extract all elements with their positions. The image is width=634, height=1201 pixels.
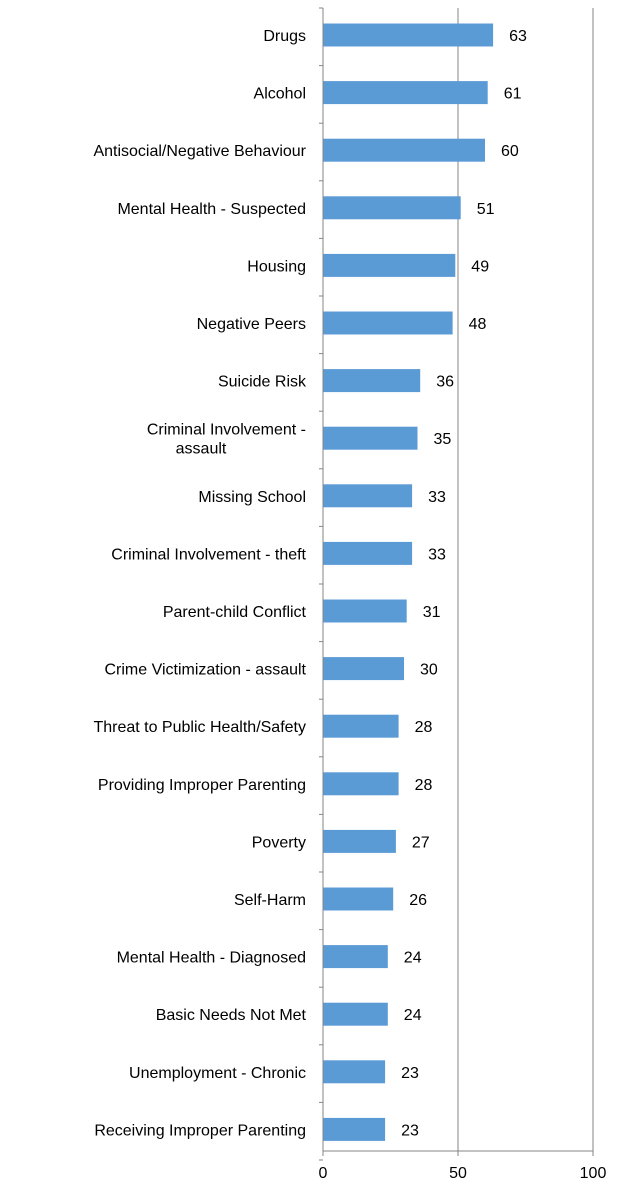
data-label: 60 <box>501 143 519 160</box>
bar <box>323 887 394 911</box>
category-label: Basic Needs Not Met <box>156 1007 307 1024</box>
data-label: 28 <box>415 719 433 736</box>
bar <box>323 829 396 853</box>
data-label: 33 <box>428 546 446 563</box>
bar <box>323 369 421 393</box>
category-label: Self-Harm <box>234 892 306 909</box>
data-label: 63 <box>509 28 527 45</box>
category-label-line: assault <box>176 441 227 458</box>
category-label: Mental Health - Suspected <box>117 201 306 218</box>
data-label: 27 <box>412 834 430 851</box>
bar <box>323 714 399 738</box>
category-label: Negative Peers <box>197 316 306 333</box>
data-label: 24 <box>404 1007 422 1024</box>
bar <box>323 657 404 681</box>
data-label: 51 <box>477 201 495 218</box>
category-label: Suicide Risk <box>218 374 307 391</box>
data-label: 49 <box>471 258 489 275</box>
x-tick-labels: 0 50 100 <box>319 1165 607 1182</box>
data-label: 24 <box>404 950 422 967</box>
category-label: Receiving Improper Parenting <box>94 1122 306 1139</box>
data-label: 33 <box>428 489 446 506</box>
category-labels: Drugs Alcohol Antisocial/Negative Behaviou… <box>93 28 307 1139</box>
axes <box>319 7 594 1161</box>
category-label: Antisocial/Negative Behaviour <box>93 143 306 160</box>
category-label: Criminal Involvement - assault <box>147 422 306 458</box>
data-label: 23 <box>401 1122 419 1139</box>
data-label: 36 <box>436 374 454 391</box>
category-label: Alcohol <box>254 86 306 103</box>
gridlines <box>457 8 594 1151</box>
x-tick-label: 50 <box>449 1165 467 1182</box>
bar <box>323 23 494 47</box>
category-label: Threat to Public Health/Safety <box>93 719 306 736</box>
data-label: 48 <box>469 316 487 333</box>
category-label: Providing Improper Parenting <box>98 777 306 794</box>
bar <box>323 138 485 162</box>
category-label: Unemployment - Chronic <box>129 1065 306 1082</box>
bars <box>323 23 494 1141</box>
bar <box>323 196 461 220</box>
category-label: Parent-child Conflict <box>163 604 307 621</box>
x-tick-label: 100 <box>580 1165 607 1182</box>
category-label: Mental Health - Diagnosed <box>117 950 306 967</box>
category-label: Crime Victimization - assault <box>104 662 306 679</box>
value-labels: 63 61 60 51 49 48 36 35 33 33 31 30 28 28 27 26 24 24 23 23 <box>401 28 527 1139</box>
category-label: Drugs <box>263 28 306 45</box>
bar <box>323 599 407 623</box>
bar <box>323 311 453 335</box>
category-label-line: Criminal Involvement - <box>147 422 306 439</box>
data-label: 30 <box>420 662 438 679</box>
bar <box>323 945 388 969</box>
bar <box>323 484 413 508</box>
bar <box>323 81 488 105</box>
data-label: 35 <box>434 431 452 448</box>
bar <box>323 1060 386 1084</box>
data-label: 31 <box>423 604 441 621</box>
x-tick-label: 0 <box>319 1165 328 1182</box>
bar <box>323 1117 386 1141</box>
data-label: 26 <box>409 892 427 909</box>
category-label: Poverty <box>252 834 306 851</box>
category-label: Missing School <box>198 489 306 506</box>
data-label: 28 <box>415 777 433 794</box>
category-label: Housing <box>247 258 306 275</box>
bar <box>323 772 399 796</box>
category-label: Criminal Involvement - theft <box>111 546 306 563</box>
bar <box>323 541 413 565</box>
data-label: 61 <box>504 86 522 103</box>
data-label: 23 <box>401 1065 419 1082</box>
bar <box>323 426 418 450</box>
bar <box>323 253 456 277</box>
bar <box>323 1002 388 1026</box>
